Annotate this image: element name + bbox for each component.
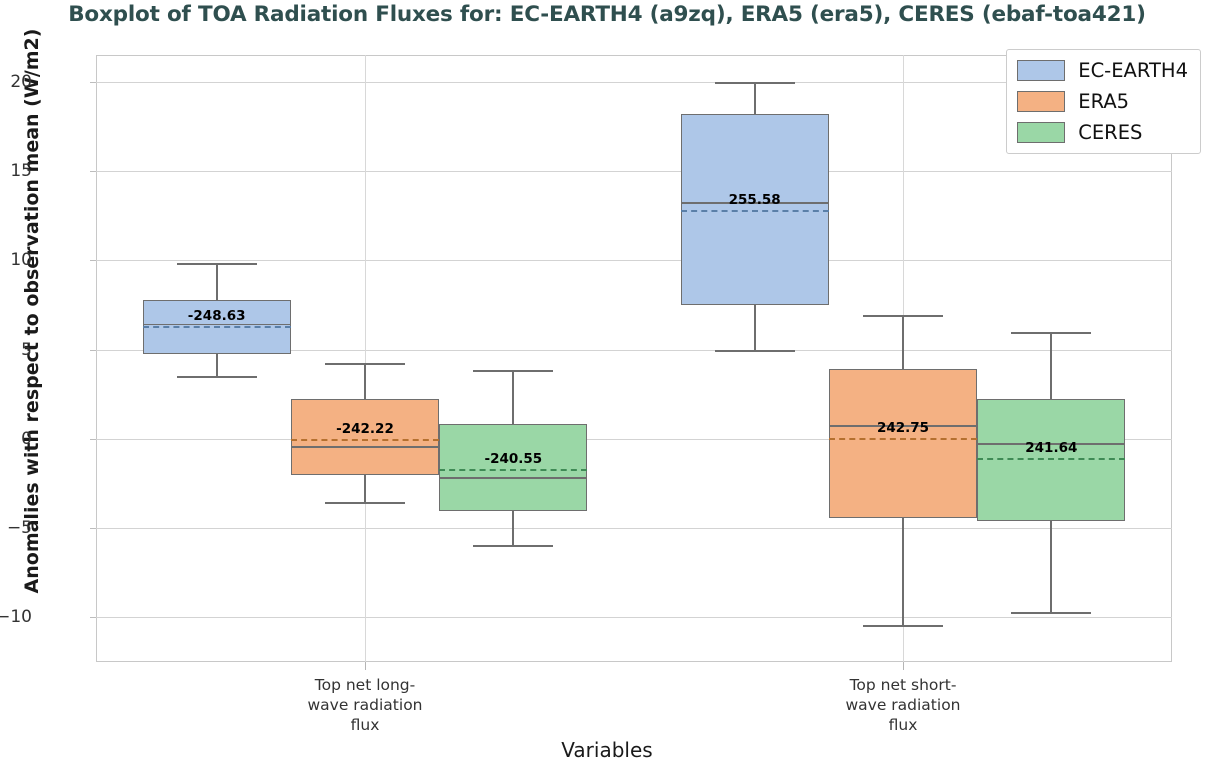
whisker-cap-upper: [1011, 331, 1092, 334]
y-tick-label: 5: [21, 339, 32, 360]
y-tick-mark: [90, 438, 96, 440]
boxplot-box: [680, 113, 829, 305]
boxplot-box: [439, 423, 588, 512]
gridline: [96, 349, 1172, 351]
y-tick-mark: [90, 81, 96, 83]
plot-area: -248.63 255.58 -242.22 242.75 -240.55 241.64: [96, 55, 1172, 662]
whisker-cap-lower: [176, 376, 257, 379]
median-line: [977, 443, 1126, 446]
whisker-cap-lower: [862, 624, 944, 627]
whisker-upper: [1050, 331, 1053, 399]
whisker-cap-lower: [473, 545, 554, 548]
y-tick-mark: [90, 528, 96, 530]
gridline: [96, 260, 1172, 262]
x-tick-label-line: flux: [888, 715, 918, 734]
x-tick-label-line: flux: [350, 715, 380, 734]
gridline: [96, 171, 1172, 173]
median-line: [828, 425, 978, 428]
whisker-lower: [512, 511, 515, 546]
y-tick-mark: [90, 171, 96, 173]
y-tick-label: −10: [0, 607, 32, 628]
legend-label-ec-earth4: EC-EARTH4: [1078, 59, 1188, 82]
box-annotation: 241.64: [1025, 440, 1078, 457]
box-annotation: -240.55: [484, 451, 543, 468]
x-axis-label: Variables: [561, 738, 653, 762]
y-tick-mark: [90, 260, 96, 262]
whisker-cap-upper: [324, 362, 406, 365]
median-line: [439, 477, 588, 479]
gridline: [96, 528, 1172, 530]
box-annotation: -242.22: [336, 420, 394, 437]
y-tick-mark: [90, 617, 96, 619]
whisker-upper: [512, 370, 515, 424]
legend-label-ceres: CERES: [1078, 121, 1143, 144]
mean-line: [977, 458, 1126, 461]
x-tick-label: Top net long-wave radiation flux: [270, 676, 460, 735]
x-tick-label: Top net short-wave radiation flux: [808, 676, 998, 735]
x-tick-label-line: Top net long-: [314, 676, 416, 694]
legend-item[interactable]: EC-EARTH4: [1017, 59, 1188, 82]
legend-item[interactable]: ERA5: [1017, 90, 1188, 113]
whisker-cap-lower: [714, 349, 795, 352]
y-tick-label: 15: [10, 161, 32, 182]
mean-line: [290, 438, 440, 441]
box-annotation: 242.75: [876, 419, 930, 436]
x-tick-mark: [365, 662, 366, 670]
legend-label-era5: ERA5: [1078, 90, 1130, 113]
legend-item[interactable]: CERES: [1017, 121, 1188, 144]
chart-title: Boxplot of TOA Radiation Fluxes for: EC-…: [68, 2, 1146, 27]
plot-background: [96, 55, 1172, 662]
x-tick-label-line: Top net short-: [849, 676, 957, 694]
whisker-lower: [753, 304, 756, 350]
whisker-upper: [902, 314, 904, 370]
x-tick-label-line: wave radiation: [845, 695, 961, 714]
y-tick-label: −5: [6, 518, 32, 539]
y-tick-label: 10: [10, 250, 32, 271]
mean-line: [142, 326, 291, 329]
mean-line: [680, 210, 829, 213]
x-tick-mark: [903, 662, 904, 670]
whisker-cap-upper: [473, 370, 554, 373]
median-line: [290, 445, 440, 448]
x-tick-label-line: wave radiation: [307, 695, 423, 714]
y-tick-label: 20: [10, 71, 32, 92]
legend-swatch-era5: [1017, 91, 1066, 112]
whisker-cap-upper: [862, 314, 944, 317]
whisker-lower: [1050, 520, 1053, 612]
legend-swatch-ec-earth4: [1017, 60, 1066, 81]
box-annotation: 255.58: [728, 192, 781, 209]
median-line: [142, 323, 291, 326]
whisker-lower: [364, 475, 366, 503]
whisker-cap-upper: [714, 81, 795, 84]
whisker-cap-lower: [1011, 612, 1092, 614]
median-line: [680, 202, 829, 205]
legend-swatch-ceres: [1017, 122, 1066, 143]
gridline: [96, 438, 1172, 440]
y-tick-mark: [90, 349, 96, 351]
y-tick-label: 0: [21, 428, 32, 449]
mean-line: [828, 437, 978, 440]
whisker-upper: [364, 362, 366, 399]
whisker-lower: [215, 354, 218, 377]
gridline: [96, 617, 1172, 619]
whisker-cap-lower: [324, 502, 406, 505]
gridline: [96, 81, 1172, 83]
category-gridline: [365, 55, 366, 662]
legend: EC-EARTH4 ERA5 CERES: [1006, 49, 1201, 154]
whisker-lower: [902, 518, 904, 625]
whisker-upper: [215, 262, 218, 301]
whisker-cap-upper: [176, 262, 257, 265]
whisker-upper: [753, 81, 756, 114]
boxplot-box: [828, 369, 978, 519]
mean-line: [439, 469, 588, 472]
box-annotation: -248.63: [187, 308, 246, 325]
boxplot-box: [290, 398, 440, 476]
